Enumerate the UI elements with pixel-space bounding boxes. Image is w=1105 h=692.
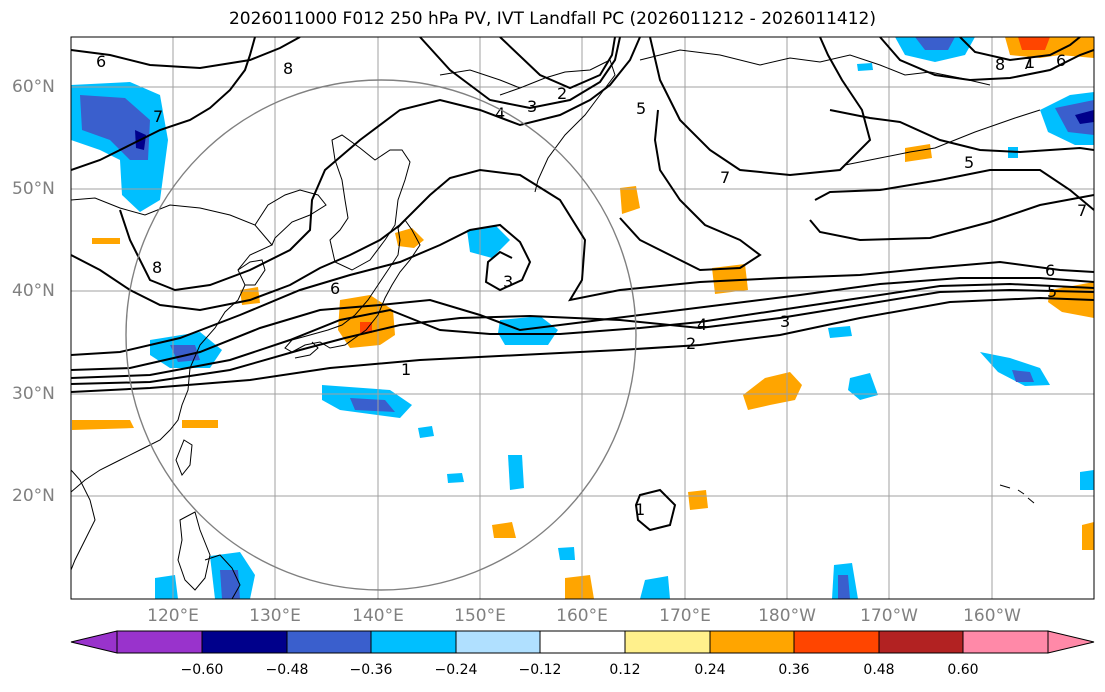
contour-label: 1 bbox=[401, 360, 411, 379]
colorbar-tick-label: −0.24 bbox=[434, 662, 478, 678]
colorbar-tick-label: 0.36 bbox=[778, 662, 810, 678]
lon-label: 130°E bbox=[249, 606, 301, 626]
contour-labels: 6 8 2 3 4 5 7 8 7 6 5 7 7 8 3 6 1 4 3 2 … bbox=[96, 51, 1087, 519]
lat-label: 40°N bbox=[12, 281, 55, 301]
lat-label: 60°N bbox=[12, 77, 55, 97]
map-frame bbox=[70, 36, 1095, 600]
lat-label: 50°N bbox=[12, 179, 55, 199]
contour-label: 5 bbox=[964, 153, 974, 172]
colorbar-tick-label: −0.36 bbox=[349, 662, 393, 678]
colorbar-tick-label: 0.60 bbox=[947, 662, 979, 678]
colorbar bbox=[70, 630, 1095, 654]
map-title: 2026011000 F012 250 hPa PV, IVT Landfall… bbox=[228, 9, 876, 29]
contour-label: 3 bbox=[503, 272, 513, 291]
colorbar-tick-label: −0.48 bbox=[265, 662, 309, 678]
contour-label: 6 bbox=[330, 279, 340, 298]
contour-label: 7 bbox=[1022, 54, 1032, 73]
contour-label: 5 bbox=[636, 99, 646, 118]
contour-label: 3 bbox=[780, 312, 790, 331]
colorbar-tick-label: −0.12 bbox=[518, 662, 562, 678]
range-circle bbox=[125, 79, 637, 591]
lat-label: 30°N bbox=[12, 384, 55, 404]
lon-label: 140°E bbox=[352, 606, 404, 626]
colorbar-extend-min bbox=[70, 630, 118, 654]
lon-label: 160°E bbox=[556, 606, 608, 626]
contour-label: 2 bbox=[557, 84, 567, 103]
contour-label: 7 bbox=[720, 168, 730, 187]
lat-label: 20°N bbox=[12, 486, 55, 506]
contour-label: 3 bbox=[527, 97, 537, 116]
contour-label: 4 bbox=[697, 315, 707, 334]
contour-label: 6 bbox=[1056, 51, 1066, 70]
contour-label: 2 bbox=[686, 334, 696, 353]
colorbar-tick-label: 0.24 bbox=[694, 662, 726, 678]
colorbar-tick-label: −0.60 bbox=[180, 662, 224, 678]
lon-label: 160°W bbox=[963, 606, 1021, 626]
colorbar-tick-label: 0.12 bbox=[609, 662, 641, 678]
contour-label: 8 bbox=[283, 59, 293, 78]
contour-label: 7 bbox=[1077, 201, 1087, 220]
lon-label: 150°E bbox=[454, 606, 506, 626]
contour-label: 5 bbox=[1047, 282, 1057, 301]
contour-label: 8 bbox=[152, 258, 162, 277]
colorbar-extend-max bbox=[1047, 630, 1095, 654]
contour-lines bbox=[71, 37, 1094, 532]
contour-label: 1 bbox=[1025, 53, 1035, 72]
contour-label: 6 bbox=[1045, 261, 1055, 280]
contour-label: 7 bbox=[153, 107, 163, 126]
lon-label: 180°W bbox=[758, 606, 816, 626]
contour-label: 8 bbox=[995, 55, 1005, 74]
contour-label: 6 bbox=[96, 52, 106, 71]
contour-label: 4 bbox=[495, 104, 505, 123]
coastlines bbox=[71, 49, 1041, 599]
lon-label: 170°W bbox=[860, 606, 918, 626]
colorbar-tick-label: 0.48 bbox=[863, 662, 895, 678]
lon-label: 120°E bbox=[147, 606, 199, 626]
lon-label: 170°E bbox=[659, 606, 711, 626]
contour-label: 1 bbox=[635, 500, 645, 519]
